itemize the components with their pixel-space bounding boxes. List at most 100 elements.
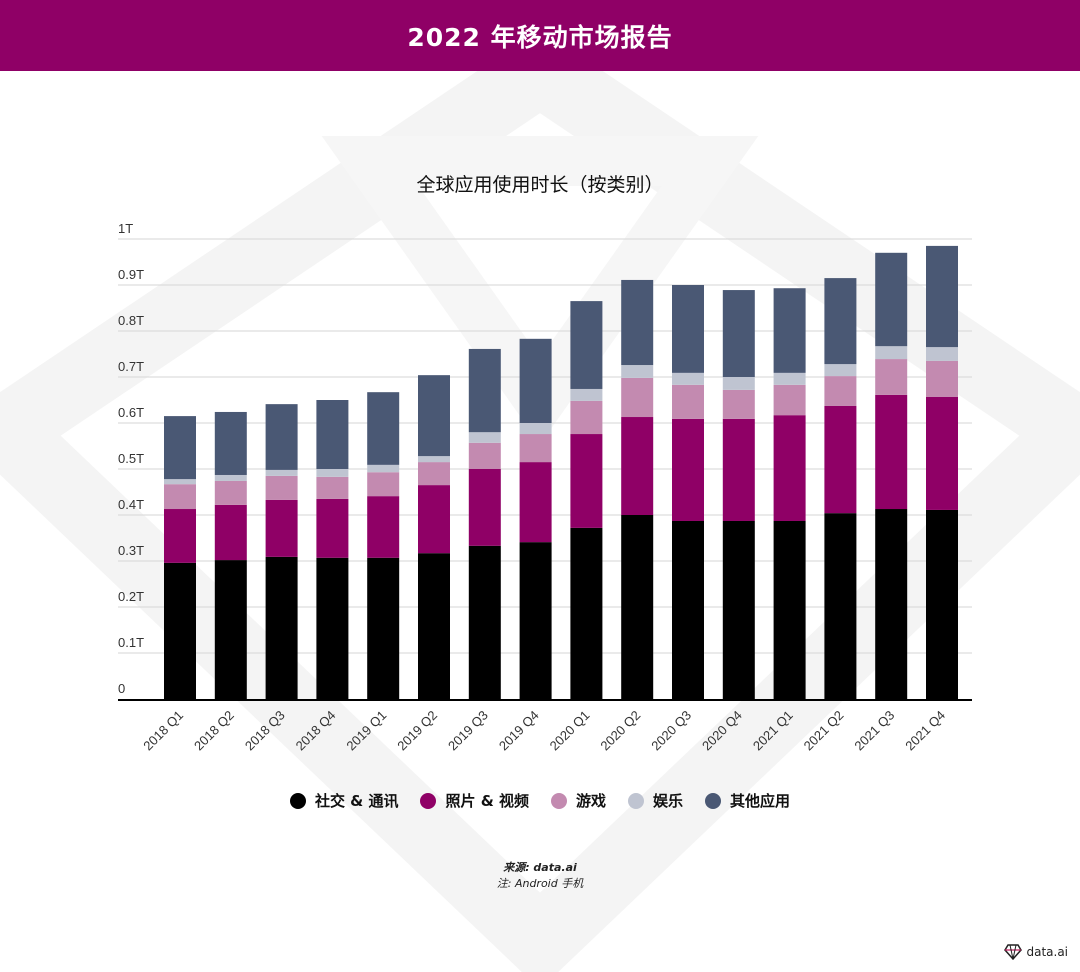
bar-segment xyxy=(773,520,806,699)
x-tick-label: 2020 Q2 xyxy=(597,708,643,754)
bar-segment xyxy=(367,464,400,473)
bar-segment xyxy=(570,434,603,528)
bar-segment xyxy=(214,480,247,505)
bar-segment xyxy=(519,338,552,423)
bar-segment xyxy=(519,423,552,435)
bar-segment xyxy=(875,346,908,360)
x-tick-label: 2018 Q1 xyxy=(140,708,186,754)
bar-segment xyxy=(316,469,349,477)
bar-segment xyxy=(722,418,755,521)
x-tick-label: 2021 Q3 xyxy=(851,708,897,754)
y-tick-label: 0.8T xyxy=(118,313,144,328)
bar-segment xyxy=(519,462,552,543)
source-note: 来源: data.ai 注: Android 手机 xyxy=(0,860,1080,892)
x-tick-label: 2020 Q1 xyxy=(547,708,593,754)
bar-segment xyxy=(773,415,806,521)
bar-segment xyxy=(773,384,806,416)
bar-segment xyxy=(621,417,654,515)
bar-segment xyxy=(164,416,196,480)
x-tick-label: 2021 Q4 xyxy=(902,708,948,754)
legend-item-games: 游戏 xyxy=(551,790,606,811)
legend-swatch xyxy=(289,792,306,809)
y-tick-label: 1T xyxy=(118,221,133,236)
bar-segment xyxy=(316,476,349,499)
bar-segment xyxy=(672,372,704,385)
bar-segment xyxy=(214,474,247,481)
bar-segment xyxy=(875,359,908,395)
x-tick-label: 2020 Q4 xyxy=(699,708,745,754)
bar-segment xyxy=(722,290,755,377)
report-header: 2022 年移动市场报告 xyxy=(0,0,1080,71)
x-tick-label: 2018 Q3 xyxy=(242,708,288,754)
bar-segment xyxy=(214,560,247,699)
bar-segment xyxy=(418,375,450,457)
bar-segment xyxy=(926,347,958,361)
x-tick-label: 2020 Q3 xyxy=(648,708,694,754)
report-title: 2022 年移动市场报告 xyxy=(407,22,673,52)
bar-segment xyxy=(672,285,704,373)
bar-segment xyxy=(214,411,247,475)
bar-segment xyxy=(824,364,857,377)
bar-segment xyxy=(621,279,654,366)
chart-title: 全球应用使用时长（按类别） xyxy=(416,174,664,196)
bar-segment xyxy=(316,498,349,558)
x-tick-label: 2018 Q4 xyxy=(293,708,339,754)
legend-item-other: 其他应用 xyxy=(705,790,790,811)
bar-segment xyxy=(824,405,857,514)
bar-segment xyxy=(418,462,450,486)
legend-swatch xyxy=(420,792,437,809)
note-text: 注: Android 手机 xyxy=(496,877,584,890)
bar-segment xyxy=(773,372,806,385)
bar-segment xyxy=(570,527,603,699)
x-tick-label: 2019 Q4 xyxy=(496,708,542,754)
bar-segment xyxy=(418,485,450,554)
legend-item-social: 社交 & 通讯 xyxy=(289,790,399,811)
bar-segment xyxy=(926,396,958,510)
bar-segment xyxy=(824,376,857,406)
bar-segment xyxy=(926,245,958,348)
data-ai-logo: data.ai xyxy=(1004,944,1068,960)
y-tick-label: 0.7T xyxy=(118,359,144,374)
y-tick-label: 0.9T xyxy=(118,267,144,282)
legend-item-photo-video: 照片 & 视频 xyxy=(420,790,529,811)
bar-segment xyxy=(265,475,298,500)
bar-segment xyxy=(265,499,298,557)
legend-label: 娱乐 xyxy=(653,792,684,810)
bar-segment xyxy=(926,360,958,397)
bar-segment xyxy=(316,400,349,469)
bar-segment xyxy=(519,542,552,699)
bar-segment xyxy=(722,389,755,419)
bar-segment xyxy=(367,392,400,465)
x-tick-label: 2018 Q2 xyxy=(191,708,237,754)
bar-segment xyxy=(418,553,450,699)
bar-segment xyxy=(265,556,298,699)
bar-segment xyxy=(621,365,654,378)
bar-segment xyxy=(570,400,603,435)
bar-segment xyxy=(265,404,298,470)
diamond-logo-icon xyxy=(1004,944,1023,960)
x-tick-label: 2021 Q1 xyxy=(750,708,796,754)
source-text: 来源: data.ai xyxy=(503,861,577,874)
bar-segment xyxy=(672,384,704,419)
bar-segment xyxy=(164,509,196,563)
bar-segment xyxy=(164,484,196,510)
legend-label: 社交 & 通讯 xyxy=(314,792,399,810)
logo-text: data.ai xyxy=(1026,945,1068,959)
y-tick-label: 0.5T xyxy=(118,451,144,466)
bar-segment xyxy=(468,469,501,546)
legend-label: 其他应用 xyxy=(730,792,791,810)
legend-swatch xyxy=(705,792,722,809)
bar-segment xyxy=(367,472,400,497)
bar-segment xyxy=(621,377,654,418)
bar-segment xyxy=(164,479,196,485)
bar-segment xyxy=(367,557,400,699)
legend-swatch xyxy=(551,792,567,809)
bar-segment xyxy=(570,301,603,389)
y-tick-label: 0.6T xyxy=(118,405,144,420)
bar-segment xyxy=(468,442,501,469)
x-tick-label: 2019 Q2 xyxy=(394,708,440,754)
bar-segment xyxy=(164,562,196,699)
bar-segment xyxy=(722,377,755,390)
bar-segment xyxy=(773,288,806,373)
bar-segment xyxy=(468,348,501,433)
